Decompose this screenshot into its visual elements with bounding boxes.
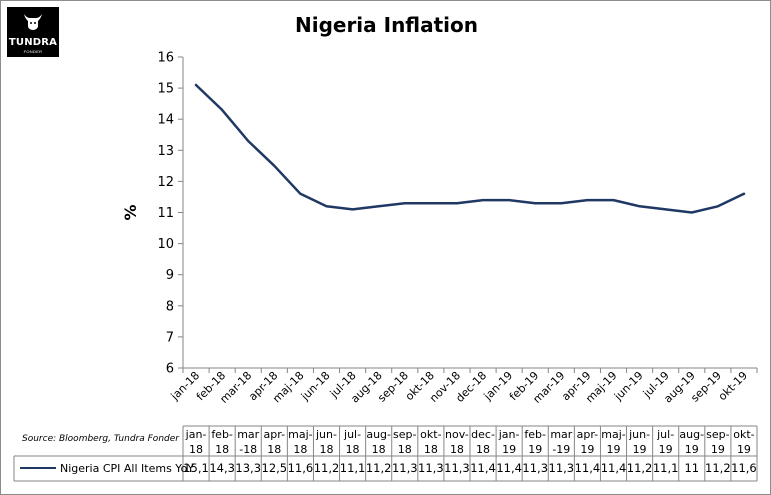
y-tick-label: 10 bbox=[157, 237, 174, 252]
series-line bbox=[194, 83, 746, 214]
table-value-cell: 11,6 bbox=[731, 461, 757, 475]
y-tick-label: 6 bbox=[166, 362, 174, 377]
table-header-cell: mar -18 bbox=[237, 428, 260, 456]
table-header-cell: okt- 19 bbox=[733, 428, 755, 456]
table-value-cell: 11,3 bbox=[522, 461, 549, 475]
table-value-cell: 11,6 bbox=[287, 461, 314, 475]
table-header-cell: feb- 19 bbox=[524, 428, 546, 456]
table-value-cell: 13,3 bbox=[235, 461, 262, 475]
table-header-cell: maj- 19 bbox=[601, 428, 626, 456]
chart-title: Nigeria Inflation bbox=[294, 13, 479, 37]
table-value-cell: 11,3 bbox=[418, 461, 444, 475]
table-value-cell: 11,3 bbox=[391, 461, 418, 475]
table-header-cell: apr- 18 bbox=[263, 428, 286, 456]
table-header-cell: jan- 19 bbox=[498, 428, 520, 456]
table-value-cell: 11,4 bbox=[496, 461, 522, 475]
bull-icon bbox=[24, 14, 42, 30]
table-header-cell: aug- 19 bbox=[679, 428, 705, 456]
table-header-cell: jul- 18 bbox=[344, 428, 362, 456]
logo-subtitle: FONDER bbox=[23, 49, 43, 54]
table-value-cell: 11,4 bbox=[470, 461, 496, 475]
table-header-cell: dec- 18 bbox=[471, 428, 495, 456]
table-value-cell: 11,1 bbox=[652, 461, 679, 475]
table-value-cell: 11 bbox=[684, 461, 700, 475]
y-tick-label: 16 bbox=[157, 51, 174, 66]
y-tick-label: 8 bbox=[166, 299, 174, 314]
table-value-cell: 11,3 bbox=[444, 461, 470, 475]
table-value-cell: 11,3 bbox=[548, 461, 575, 475]
tundra-logo: TUNDRA FONDER bbox=[7, 7, 59, 57]
y-tick-label: 11 bbox=[157, 206, 174, 221]
table-header-cell: jan- 18 bbox=[185, 428, 207, 456]
source-note: Source: Bloomberg, Tundra Fonder bbox=[22, 434, 179, 444]
table-value-cell: 11,2 bbox=[705, 461, 731, 475]
table-header-cell: mar -19 bbox=[550, 428, 573, 456]
x-tick-label: jun-18 bbox=[298, 369, 333, 404]
table-header-cell: sep- 18 bbox=[393, 428, 417, 456]
table-header-cell: jun- 19 bbox=[629, 428, 651, 456]
y-tick-label: 15 bbox=[157, 82, 174, 97]
table-header-cell: feb- 18 bbox=[211, 428, 233, 456]
table-header-cell: maj- 18 bbox=[288, 428, 313, 456]
y-tick-label: 9 bbox=[166, 268, 174, 283]
table-header-cell: jul- 19 bbox=[657, 428, 675, 456]
table-header-cell: sep- 19 bbox=[706, 428, 730, 456]
table-header-cell: nov- 18 bbox=[445, 428, 469, 456]
table-value-cell: 11,2 bbox=[313, 461, 340, 475]
logo-brand: TUNDRA bbox=[8, 37, 58, 48]
table-value-cell: 15,1 bbox=[183, 461, 209, 475]
table-header-cell: aug- 18 bbox=[366, 428, 391, 456]
table-value-cell: 11,1 bbox=[339, 461, 366, 475]
table-value-cell: 12,5 bbox=[261, 461, 288, 475]
table-value-cell: 11,4 bbox=[574, 461, 601, 475]
table-header-cell: okt- 18 bbox=[420, 428, 442, 456]
table-value-cell: 14,3 bbox=[209, 461, 235, 475]
table-value-cell: 11,4 bbox=[600, 461, 627, 475]
table-value-cell: 11,2 bbox=[365, 461, 392, 475]
y-tick-label: 7 bbox=[166, 330, 174, 345]
table-value-cell: 11,2 bbox=[626, 461, 653, 475]
legend-swatch bbox=[20, 467, 56, 469]
table-header-cell: apr- 19 bbox=[576, 428, 599, 456]
y-tick-label: 13 bbox=[157, 144, 174, 159]
table-header-cell: jun- 18 bbox=[316, 428, 337, 456]
y-tick-label: 14 bbox=[157, 113, 174, 128]
y-tick-label: 12 bbox=[157, 175, 174, 190]
x-tick-label: okt-19 bbox=[716, 369, 750, 403]
y-axis-label: % bbox=[121, 204, 140, 220]
legend-series-name: Nigeria CPI All Items YoY bbox=[60, 462, 195, 475]
x-tick-label: jun-19 bbox=[611, 369, 646, 404]
